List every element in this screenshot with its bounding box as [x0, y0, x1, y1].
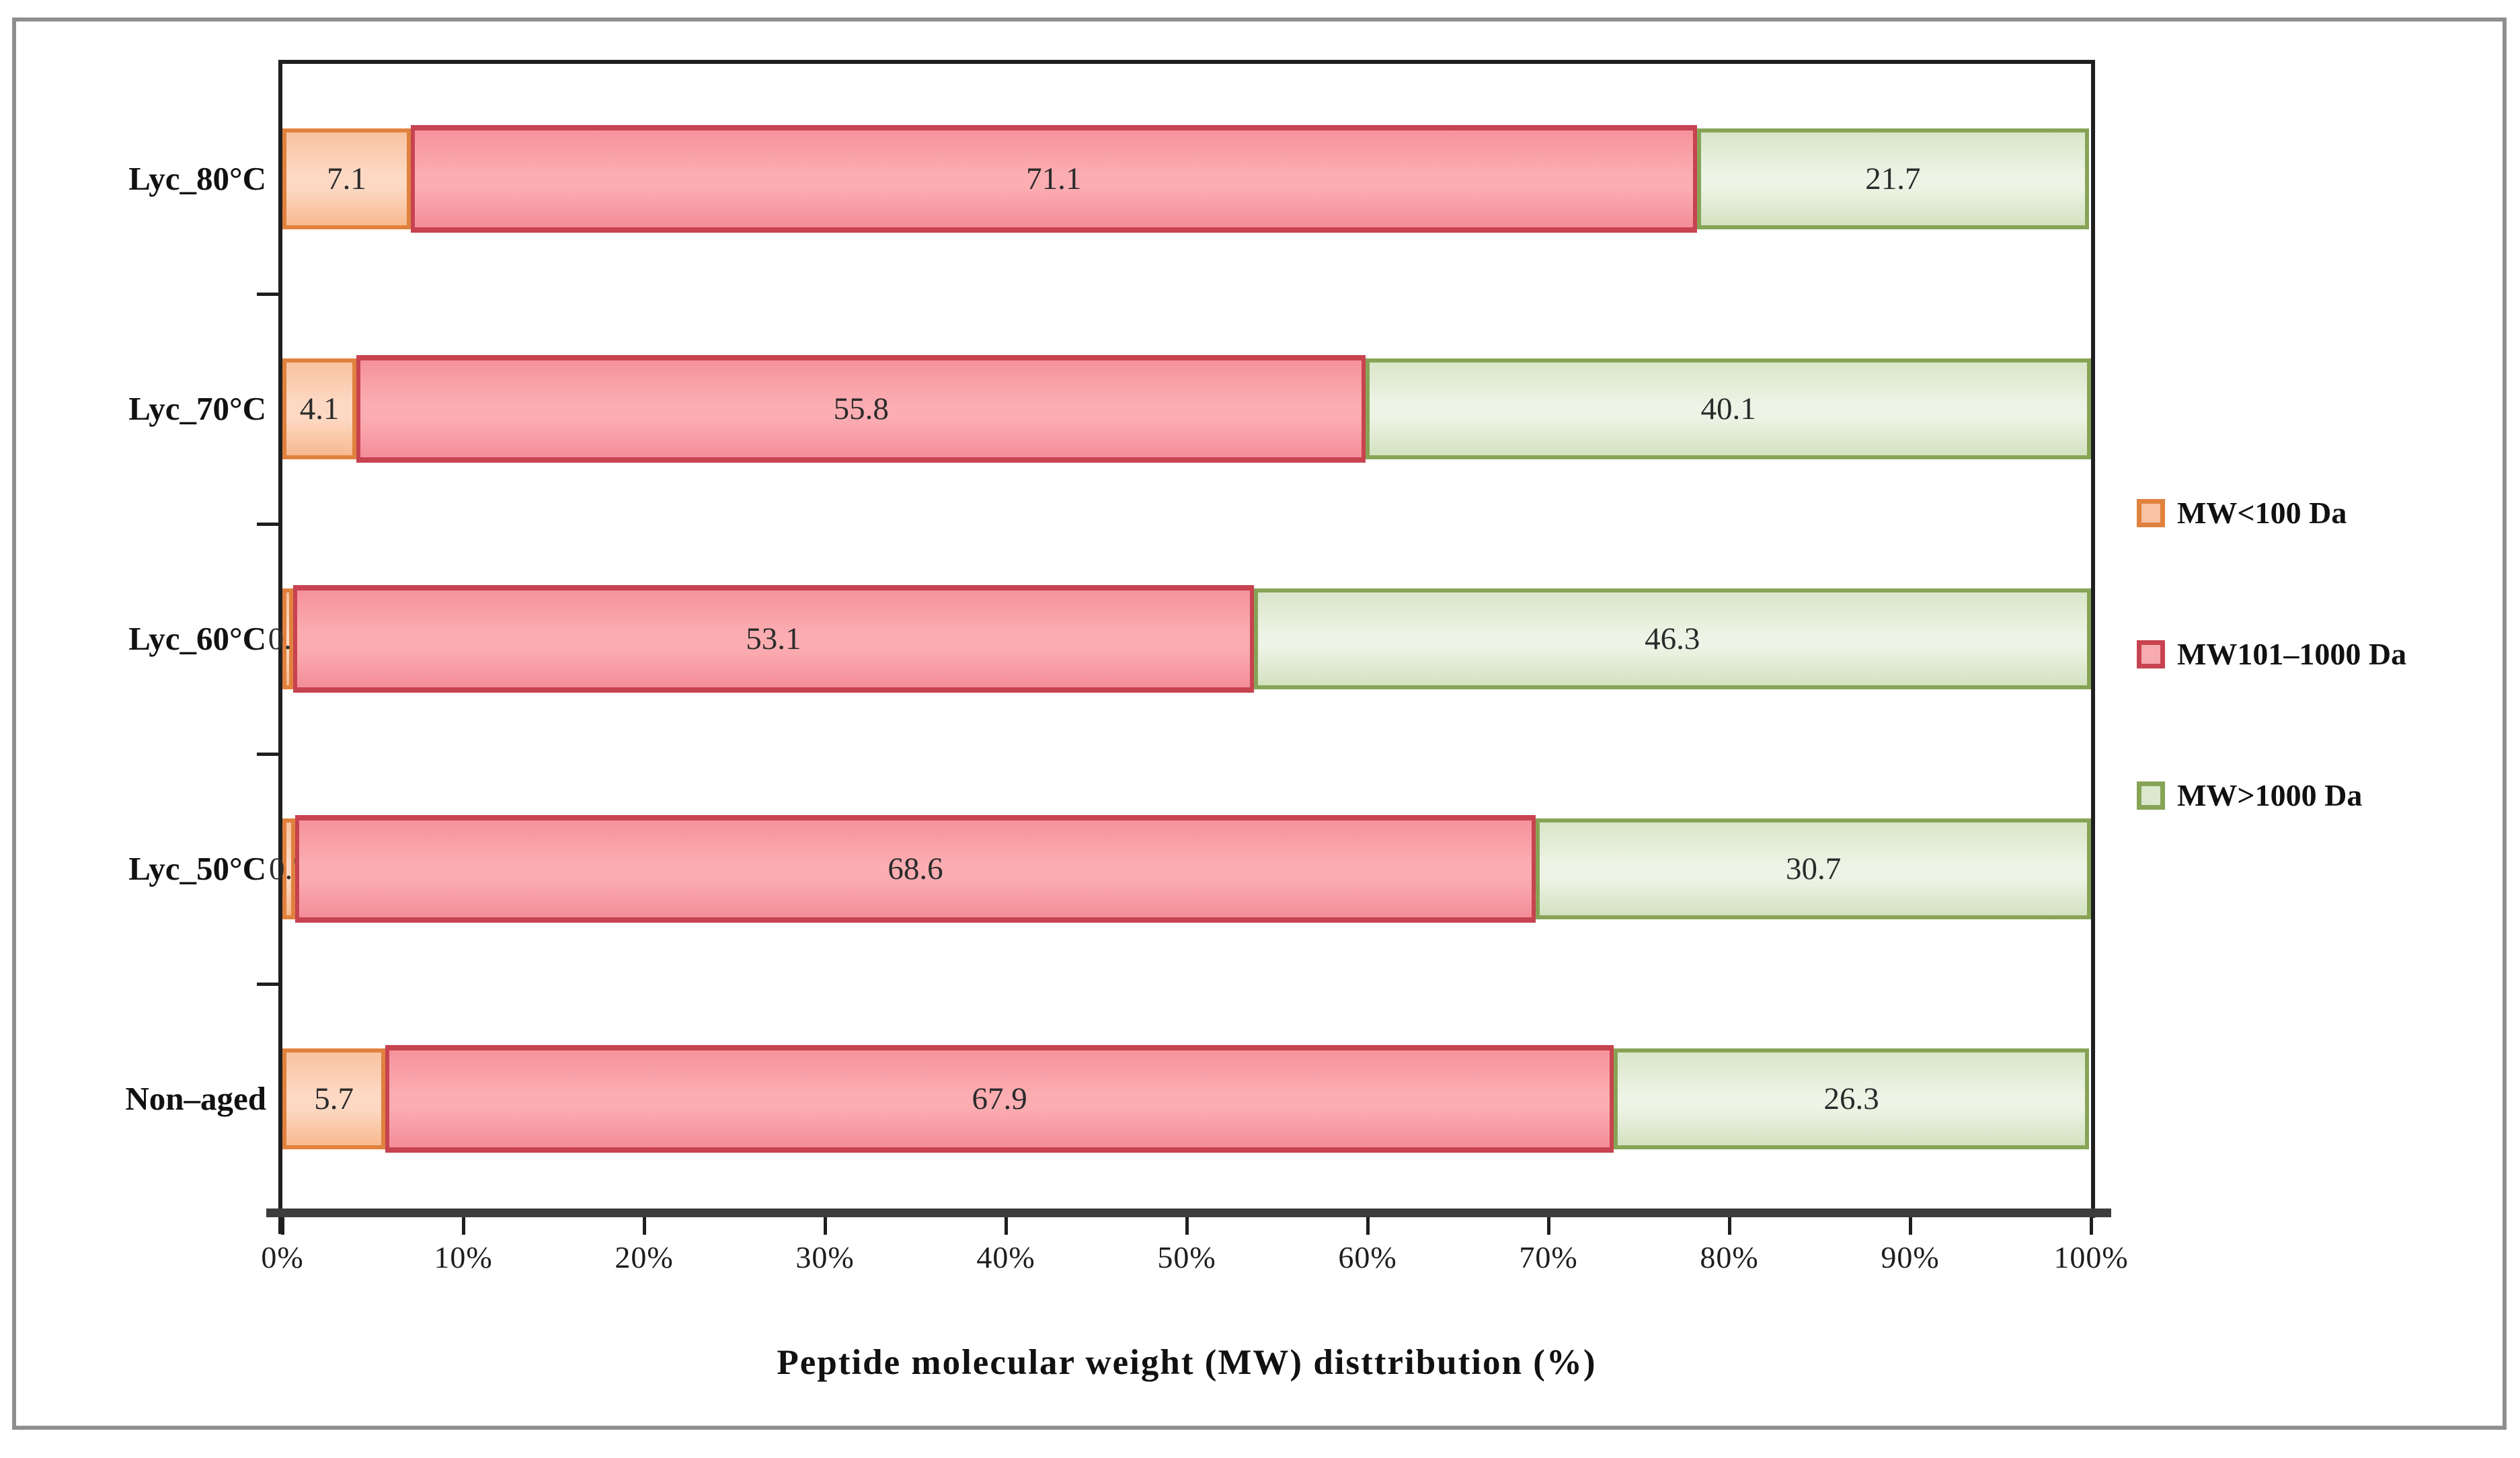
- x-axis-tick: [643, 1217, 646, 1235]
- bar-segment-series-0: 0.6: [268, 588, 307, 689]
- bar-segment-series-0: 4.1: [282, 358, 357, 459]
- bar-segment-series-1: 55.8: [356, 355, 1366, 463]
- x-axis-tick-label: 90%: [1881, 1240, 1940, 1274]
- bar-row: 5.7 67.9 26.3: [282, 1045, 2090, 1153]
- x-axis-tick: [824, 1217, 827, 1235]
- bar-segment-series-1: 68.6: [294, 815, 1536, 923]
- plot-right-border: [2091, 60, 2095, 1218]
- y-axis-tick: [257, 523, 278, 526]
- x-axis-tick-label: 40%: [976, 1240, 1035, 1274]
- x-axis-tick: [1005, 1217, 1008, 1235]
- x-axis-tick-label: 60%: [1338, 1240, 1397, 1274]
- x-axis-tick-label: 10%: [434, 1240, 493, 1274]
- x-axis-tick-label: 50%: [1157, 1240, 1216, 1274]
- bar-segment-series-0: 5.7: [282, 1048, 386, 1149]
- x-axis-tick: [2090, 1217, 2093, 1235]
- legend-label: MW>1000 Da: [2177, 778, 2363, 812]
- bar-row: 0.6 53.1 46.3: [268, 585, 2091, 693]
- plot-area: 7.1 71.1 21.7 4.1 55.8 40.1 0.6 53.1 46.3 0.7 68.6…: [257, 60, 2128, 1274]
- bar-segment-series-0: 7.1: [282, 128, 411, 229]
- y-axis-line: [278, 60, 282, 1234]
- x-axis-tick-label: 0%: [261, 1240, 304, 1274]
- x-axis-tick: [1728, 1217, 1731, 1235]
- bar-value-label: 55.8: [833, 391, 889, 426]
- legend-swatch-icon: [2137, 781, 2165, 810]
- x-axis-tick-label: 80%: [1700, 1240, 1759, 1274]
- legend-label: MW<100 Da: [2177, 496, 2347, 530]
- y-axis-tick: [257, 753, 278, 756]
- category-label: Lyc_50°C: [128, 850, 266, 887]
- bar-segment-series-1: 67.9: [385, 1045, 1614, 1153]
- bar-value-label: 26.3: [1823, 1081, 1879, 1116]
- bar-value-label: 40.1: [1700, 391, 1756, 426]
- bar-row: 7.1 71.1 21.7: [282, 125, 2090, 233]
- category-label: Lyc_70°C: [128, 390, 266, 427]
- bar-segment-series-2: 46.3: [1253, 588, 2091, 689]
- x-axis-line: [266, 1208, 2111, 1217]
- plot-top-border: [282, 60, 2095, 64]
- category-label: Non–aged: [125, 1080, 266, 1117]
- x-axis-tick-label: 100%: [2053, 1240, 2129, 1274]
- x-axis-tick-label: 70%: [1519, 1240, 1578, 1274]
- x-axis-tick: [1909, 1217, 1912, 1235]
- figure-frame: [12, 17, 2507, 1430]
- x-axis-tick: [462, 1217, 465, 1235]
- x-axis-tick-label: 20%: [615, 1240, 674, 1274]
- bar-value-label: 7.1: [327, 161, 366, 196]
- legend-swatch-icon: [2137, 498, 2165, 527]
- x-axis-tick: [1547, 1217, 1550, 1235]
- bar-value-label: 71.1: [1026, 161, 1082, 196]
- bar-value-label: 5.7: [314, 1081, 354, 1116]
- x-axis-tick: [1185, 1217, 1189, 1235]
- bar-segment-series-2: 30.7: [1536, 818, 2091, 919]
- legend-item: MW<100 Da: [2137, 495, 2347, 531]
- category-label: Lyc_80°C: [128, 160, 266, 197]
- x-axis-tick-label: 30%: [795, 1240, 855, 1274]
- legend-label: MW101–1000 Da: [2177, 637, 2407, 671]
- bar-segment-series-1: 71.1: [410, 125, 1697, 233]
- x-axis-title: Peptide molecular weight (MW) disttribut…: [777, 1343, 1597, 1382]
- bar-value-label: 67.9: [972, 1081, 1027, 1116]
- bar-segment-series-2: 21.7: [1696, 128, 2090, 229]
- y-axis-tick: [257, 293, 278, 296]
- bar-value-label: 4.1: [299, 391, 340, 426]
- bar-row: 0.7 68.6 30.7: [269, 815, 2091, 923]
- bar-value-label: 53.1: [746, 621, 801, 656]
- legend-swatch-icon: [2137, 640, 2165, 668]
- legend-item: MW101–1000 Da: [2137, 636, 2406, 672]
- bar-segment-series-1: 53.1: [293, 585, 1254, 693]
- bar-row: 4.1 55.8 40.1: [282, 355, 2091, 463]
- legend-item: MW>1000 Da: [2137, 777, 2362, 813]
- bar-value-label: 30.7: [1785, 851, 1842, 886]
- bar-segment-series-2: 26.3: [1613, 1048, 2090, 1149]
- bar-value-label: 46.3: [1645, 621, 1700, 656]
- x-axis-tick: [1366, 1217, 1370, 1235]
- bar-segment-series-2: 40.1: [1366, 358, 2091, 459]
- category-label: Lyc_60°C: [128, 620, 266, 657]
- x-axis-tick: [281, 1217, 284, 1235]
- bar-value-label: 21.7: [1865, 161, 1921, 196]
- bar-value-label: 68.6: [888, 851, 943, 886]
- y-axis-tick: [257, 983, 278, 986]
- bar-segment-series-0: 0.7: [269, 818, 309, 919]
